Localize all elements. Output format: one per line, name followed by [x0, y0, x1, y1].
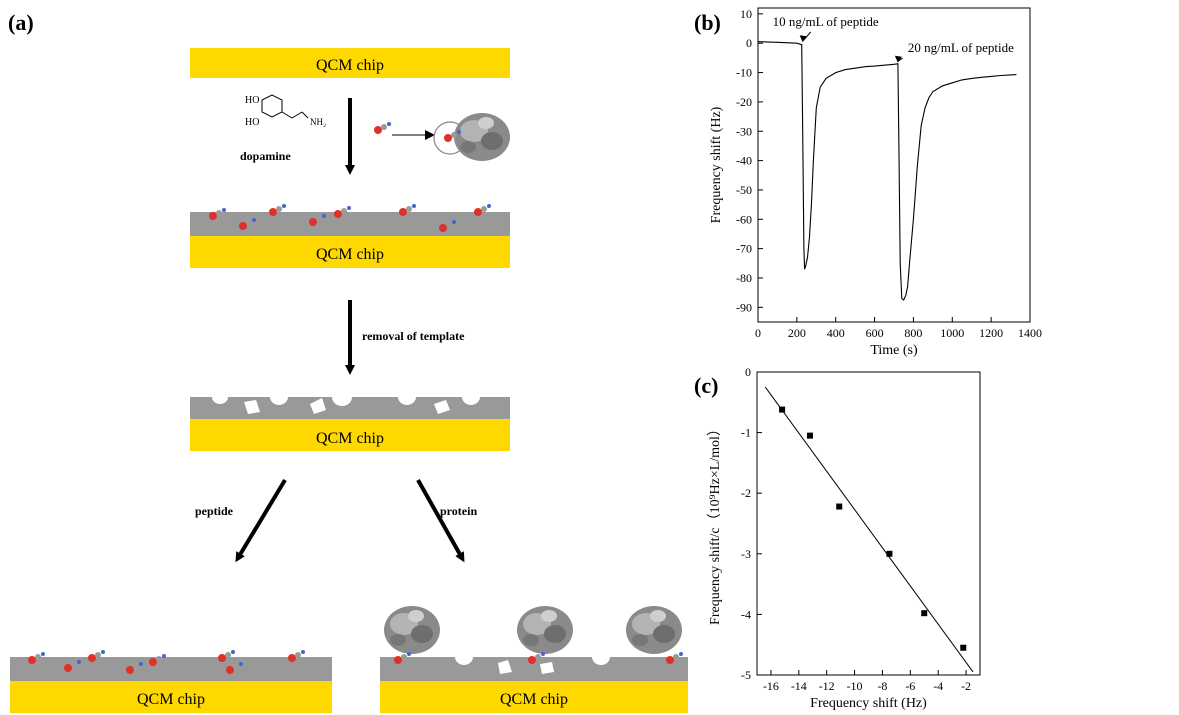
chip-label-imprinted: QCM chip [316, 246, 384, 263]
y-tick-label: 10 [740, 7, 752, 21]
bound-protein-3 [626, 606, 682, 654]
bound-protein-2 [517, 606, 573, 654]
x-tick-label: 200 [788, 326, 806, 340]
y-tick-label: 0 [745, 365, 751, 379]
y-tick-label: -70 [736, 242, 752, 256]
svg-text:HO: HO [245, 117, 259, 128]
chip-imprinted [190, 236, 510, 268]
svg-text:NH₂: NH₂ [310, 117, 326, 127]
panel-label-b: (b) [694, 10, 721, 35]
chip-label-removed: QCM chip [316, 430, 384, 447]
annotation-text: 10 ng/mL of peptide [773, 14, 879, 29]
dopamine-label: dopamine [240, 149, 291, 163]
dopamine-structure: HO HO NH₂ [245, 94, 326, 128]
chip-label-peptide: QCM chip [137, 691, 205, 708]
svg-text:HO: HO [245, 95, 259, 106]
y-tick-label: -3 [741, 547, 751, 561]
y-tick-label: -40 [736, 154, 752, 168]
data-point [886, 550, 893, 557]
x-axis-label: Time (s) [870, 343, 918, 358]
y-tick-label: -30 [736, 124, 752, 138]
x-tick-label: -8 [877, 679, 887, 693]
polymer-layer-2 [190, 397, 510, 419]
x-tick-label: 1400 [1018, 326, 1042, 340]
annotation-arrowhead [799, 35, 807, 43]
arrow-protein [416, 479, 465, 563]
protein-label: protein [440, 504, 477, 518]
x-tick-label: -10 [847, 679, 863, 693]
y-axis-label: Frequency shift (Hz) [709, 106, 724, 223]
panel-label-a: (a) [8, 10, 34, 35]
x-tick-label: 0 [755, 326, 761, 340]
x-tick-label: 1000 [940, 326, 964, 340]
fabrication-scheme: QCM chip HO HO NH₂ dopamine QCM chip rem… [10, 48, 688, 713]
chip-peptide [10, 681, 332, 713]
arrow-peptide [235, 478, 287, 563]
y-tick-label: -90 [736, 300, 752, 314]
y-tick-label: -20 [736, 95, 752, 109]
bound-protein-1 [384, 606, 440, 654]
x-tick-label: 600 [866, 326, 884, 340]
annotation-arrow [898, 57, 904, 62]
data-point [960, 644, 967, 651]
chip-top [190, 48, 510, 78]
data-point [806, 432, 813, 439]
chip-protein [380, 681, 688, 713]
x-tick-label: 400 [827, 326, 845, 340]
x-tick-label: -2 [961, 679, 971, 693]
x-tick-label: -14 [791, 679, 807, 693]
polymer-layer-peptide [10, 657, 332, 681]
x-tick-label: 800 [904, 326, 922, 340]
polymer-layer-1 [190, 212, 510, 236]
peptide-label: peptide [195, 504, 234, 518]
x-tick-label: -12 [819, 679, 835, 693]
chip-label-top: QCM chip [316, 57, 384, 74]
chip-label-protein: QCM chip [500, 691, 568, 708]
y-tick-label: 0 [746, 36, 752, 50]
data-point [921, 610, 928, 617]
x-tick-label: -4 [933, 679, 943, 693]
frequency-time-chart: 0 200 400 600 800 1000 1200 1400 10 0 -10 -20 -30 -40… [709, 7, 1042, 358]
data-point [779, 406, 786, 413]
cavities [212, 397, 480, 414]
x-tick-label: -16 [763, 679, 779, 693]
y-tick-label: -1 [741, 426, 751, 440]
panel-label-c: (c) [694, 373, 719, 398]
frequency-concentration-chart: -16 -14 -12 -10 -8 -6 -4 -2 0 -1 -2 -3 -4 -5 Frequency… [707, 365, 981, 711]
y-tick-label: -5 [741, 668, 751, 682]
x-tick-label: 1200 [979, 326, 1003, 340]
protein-chip-cavities [455, 657, 610, 674]
y-tick-label: -60 [736, 212, 752, 226]
x-tick-label: -6 [905, 679, 915, 693]
annotation-arrowhead [894, 55, 902, 63]
plot-frame [757, 7, 1031, 323]
plot-frame [756, 371, 981, 676]
chip-removed [190, 419, 510, 451]
y-tick-label: -50 [736, 183, 752, 197]
annotation-text: 20 ng/mL of peptide [908, 40, 1014, 55]
fit-line [764, 386, 974, 673]
y-tick-label: -2 [741, 486, 751, 500]
y-axis-label: Frequency shift/c（10⁹Hz×L/mol） [707, 422, 723, 625]
removal-label: removal of template [362, 329, 465, 343]
y-tick-label: -80 [736, 271, 752, 285]
x-axis-label: Frequency shift (Hz) [810, 696, 927, 711]
data-point [836, 503, 843, 510]
series-line [757, 41, 1017, 301]
y-tick-label: -4 [741, 607, 751, 621]
template-protein [454, 113, 510, 161]
y-tick-label: -10 [736, 66, 752, 80]
